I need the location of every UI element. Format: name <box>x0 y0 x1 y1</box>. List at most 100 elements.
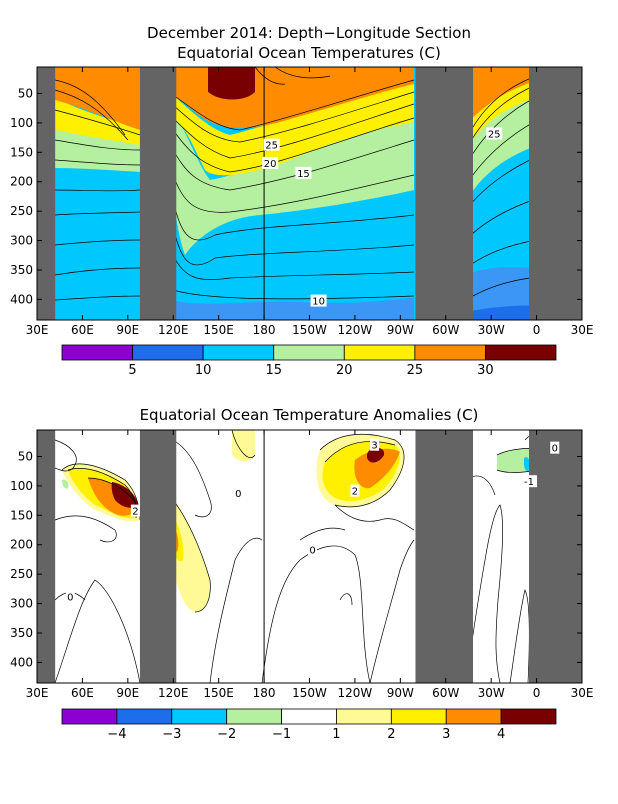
top-y-tick-label-6: 350 <box>10 263 33 277</box>
top-chart-title-line2: Equatorial Ocean Temperatures (C) <box>177 44 441 62</box>
top-y-tick-label-5: 300 <box>10 234 33 248</box>
bot-y-tick-label-5: 300 <box>10 597 33 611</box>
bot-x-tick-label-8: 90W <box>387 686 414 700</box>
top-y-tick-label-1: 100 <box>10 116 33 130</box>
bot-y-tick-label-3: 200 <box>10 538 33 552</box>
top-contour-label-bg-0 <box>263 138 280 151</box>
top-y-tick-label-4: 250 <box>10 204 33 218</box>
top-contour-label-bg-4 <box>310 294 327 307</box>
top-x-tick-label-8: 90W <box>387 323 414 337</box>
bot-contour-label-2: 2 <box>132 507 138 518</box>
top-contour-label-bg-2 <box>295 166 312 179</box>
top-x-tick-label-1: 60E <box>71 323 94 337</box>
top-colorbar-swatch-0 <box>61 344 133 361</box>
bot-contour-label-5: 0 <box>67 593 73 604</box>
top-land-mask <box>37 67 582 320</box>
top-contour-label-4: 10 <box>312 297 325 308</box>
bot-contour-label-bg-4 <box>550 441 560 454</box>
top-y-tick-label-3: 200 <box>10 175 33 189</box>
bot-x-tick-label-11: 0 <box>533 686 541 700</box>
bot-colorbar-swatch-4 <box>281 708 337 725</box>
bot-x-tick-label-0: 30E <box>26 686 49 700</box>
top-y-tick-label-2: 150 <box>10 145 33 159</box>
top-colorbar-swatch-3 <box>273 344 345 361</box>
top-y-axis: 50 100 150 200 250 300 350 400 <box>10 86 582 306</box>
bot-colorbar-swatch-6 <box>390 708 447 725</box>
bot-colorbar-swatch-0 <box>61 708 118 725</box>
temperature-field: 25 20 15 25 10 <box>37 67 582 320</box>
bot-x-tick-label-6: 150W <box>292 686 327 700</box>
top-contour-label-0: 25 <box>265 141 278 152</box>
bottom-land-mask <box>37 430 582 683</box>
bot-colorbar-label-1: −3 <box>162 727 181 742</box>
bot-contour-label-0: 3 <box>371 441 377 452</box>
top-x-tick-label-6: 150W <box>292 323 327 337</box>
bot-colorbar-label-5: 2 <box>387 727 395 742</box>
top-x-tick-label-0: 30E <box>26 323 49 337</box>
top-colorbar-swatch-4 <box>343 344 416 361</box>
top-x-tick-label-2: 90E <box>116 323 139 337</box>
bot-x-tick-label-9: 60W <box>432 686 459 700</box>
bot-colorbar-label-0: −4 <box>107 727 126 742</box>
bot-land-band-1 <box>139 430 177 683</box>
bot-contour-label-bg-1 <box>350 484 360 497</box>
top-colorbar-label-4: 25 <box>407 363 424 378</box>
top-contour-label-bg-1 <box>262 156 279 169</box>
top-x-tick-label-12: 30E <box>571 323 594 337</box>
temperature-section-plot: 25 20 15 25 10 30E 60E 90E 120E 150E 180 150W 120W 9… <box>10 66 594 378</box>
bot-land-band-2 <box>415 430 473 683</box>
bot-contour-label-bg-2 <box>130 504 140 517</box>
bottom-chart-title: Equatorial Ocean Temperature Anomalies (… <box>140 406 479 424</box>
top-colorbar-label-2: 15 <box>265 363 282 378</box>
bot-colorbar-swatch-2 <box>171 708 228 725</box>
bot-x-tick-label-4: 150E <box>203 686 234 700</box>
bottom-contour-labels: 3 2 2 -1 0 0 0 0 <box>65 438 560 604</box>
bot-x-tick-label-10: 30W <box>478 686 505 700</box>
bot-colorbar-swatch-5 <box>336 708 392 725</box>
top-contour-labels: 25 20 15 25 10 <box>262 127 503 308</box>
top-contour-label-2: 15 <box>297 169 310 180</box>
bot-x-tick-label-12: 30E <box>571 686 594 700</box>
bot-y-tick-label-2: 150 <box>10 508 33 522</box>
bot-x-tick-label-1: 60E <box>71 686 94 700</box>
top-colorbar-label-5: 30 <box>477 363 494 378</box>
top-colorbar-label-0: 5 <box>128 363 136 378</box>
bot-colorbar-swatch-8 <box>500 708 557 725</box>
top-land-band-0 <box>37 67 56 320</box>
top-contour-label-bg-3 <box>486 127 503 140</box>
top-y-tick-label-7: 400 <box>10 292 33 306</box>
bot-y-tick-label-0: 50 <box>18 449 33 463</box>
top-x-tick-label-3: 120E <box>158 323 189 337</box>
top-land-band-1 <box>139 67 177 320</box>
top-colorbar-swatch-5 <box>414 344 486 361</box>
bottom-colorbar: −4 −3 −2 −1 1 2 3 4 <box>61 708 557 742</box>
bot-contour-label-bg-6 <box>233 486 243 499</box>
bot-colorbar-label-7: 4 <box>497 727 505 742</box>
bot-contour-label-bg-7 <box>308 543 318 556</box>
bot-contour-label-bg-5 <box>65 590 75 603</box>
bot-colorbar-label-2: −2 <box>217 727 236 742</box>
bot-colorbar-swatch-7 <box>445 708 502 725</box>
bot-contour-label-7: 0 <box>309 545 315 556</box>
bot-land-band-3 <box>529 430 582 683</box>
top-contour-label-3: 25 <box>488 129 501 140</box>
bot-colorbar-swatch-3 <box>226 708 282 725</box>
top-x-tick-label-10: 30W <box>478 323 505 337</box>
top-colorbar-swatch-1 <box>132 344 204 361</box>
anomaly-section-plot: 3 2 2 -1 0 0 0 0 30E 60E 90E 120E 150E 180 150W 120W 90… <box>10 429 594 742</box>
top-land-band-2 <box>415 67 473 320</box>
bot-land-band-0 <box>37 430 56 683</box>
anomaly-field: 3 2 2 -1 0 0 0 0 <box>37 430 582 683</box>
top-x-axis: 30E 60E 90E 120E 150E 180 150W 120W 90W 60W 30W 0 30… <box>26 67 594 337</box>
bot-colorbar-swatch-1 <box>116 708 173 725</box>
top-x-tick-label-9: 60W <box>432 323 459 337</box>
bot-y-tick-label-1: 100 <box>10 479 33 493</box>
bot-y-tick-label-6: 350 <box>10 626 33 640</box>
top-colorbar-label-3: 20 <box>336 363 353 378</box>
bot-contour-label-6: 0 <box>235 489 241 500</box>
top-contour-label-1: 20 <box>264 159 277 170</box>
bot-contour-label-3: -1 <box>524 477 534 488</box>
bot-y-tick-label-4: 250 <box>10 567 33 581</box>
bottom-x-axis: 30E 60E 90E 120E 150E 180 150W 120W 90W 60W 30W 0 30… <box>26 430 594 700</box>
